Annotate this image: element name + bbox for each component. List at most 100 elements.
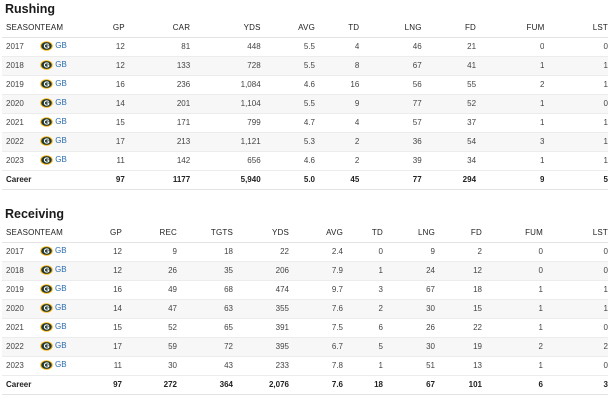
packers-logo-icon — [40, 340, 53, 351]
cell-avg: 7.8 — [289, 356, 343, 376]
cell-avg: 5.5 — [260, 56, 315, 76]
cell-fum: 1 — [482, 318, 543, 338]
career-cell-lst: 5 — [544, 170, 608, 190]
cell-avg: 4.6 — [260, 75, 315, 95]
cell-fd: 22 — [435, 318, 482, 338]
cell-lst: 0 — [543, 318, 608, 338]
cell-avg: 7.5 — [289, 318, 343, 338]
cell-lng: 39 — [359, 151, 422, 171]
cell-fum: 0 — [482, 261, 543, 281]
cell-lng: 36 — [359, 132, 422, 152]
cell-lng: 57 — [359, 113, 422, 133]
table-row: 2020 GB 14 201 1,104 5.5 9 77 52 1 0 — [2, 94, 608, 114]
team-link[interactable]: GB — [55, 303, 67, 312]
career-label: Career — [2, 375, 40, 395]
team-link[interactable]: GB — [55, 284, 67, 293]
packers-logo-icon — [40, 97, 53, 108]
team-link[interactable]: GB — [55, 155, 67, 164]
cell-fum: 1 — [482, 280, 543, 300]
cell-gp: 11 — [82, 356, 122, 376]
career-cell-td: 18 — [343, 375, 383, 395]
column-header-td[interactable]: TD — [315, 18, 360, 38]
table-row: 2022 GB 17 213 1,121 5.3 2 36 54 3 1 — [2, 132, 608, 152]
column-header-tgts[interactable]: TGTS — [177, 223, 233, 243]
receiving-section: Receiving SEASON TEAM GP REC TGTS YDS AVG TD LNG… — [0, 205, 610, 395]
team-link[interactable]: GB — [55, 98, 67, 107]
column-header-lst[interactable]: LST — [544, 18, 608, 38]
team-link[interactable]: GB — [55, 265, 67, 274]
team-cell: GB — [40, 337, 82, 357]
table-row: 2022 GB 17 59 72 395 6.7 5 30 19 2 2 — [2, 337, 608, 357]
cell-lng: 67 — [383, 280, 435, 300]
cell-gp: 14 — [82, 94, 125, 114]
cell-fd: 2 — [435, 242, 482, 262]
column-header-fum[interactable]: FUM — [482, 223, 543, 243]
cell-car: 81 — [124, 37, 191, 57]
column-header-fd[interactable]: FD — [421, 18, 477, 38]
cell-tgts: 18 — [177, 242, 233, 262]
team-cell: GB — [40, 75, 83, 95]
cell-gp: 12 — [82, 37, 125, 57]
column-header-gp[interactable]: GP — [82, 223, 122, 243]
column-header-avg[interactable]: AVG — [260, 18, 315, 38]
cell-fum: 2 — [482, 337, 543, 357]
cell-yds: 22 — [233, 242, 289, 262]
team-link[interactable]: GB — [55, 136, 67, 145]
column-header-team[interactable]: TEAM — [40, 223, 82, 243]
career-cell-avg: 5.0 — [260, 170, 315, 190]
column-header-fd[interactable]: FD — [435, 223, 482, 243]
column-header-yds[interactable]: YDS — [233, 223, 289, 243]
career-cell-avg: 7.6 — [289, 375, 343, 395]
cell-lst: 1 — [543, 299, 608, 319]
cell-td: 8 — [315, 56, 360, 76]
team-link[interactable]: GB — [55, 60, 67, 69]
column-header-gp[interactable]: GP — [82, 18, 125, 38]
team-link[interactable]: GB — [55, 41, 67, 50]
column-header-season[interactable]: SEASON — [2, 18, 41, 38]
column-header-car[interactable]: CAR — [124, 18, 191, 38]
column-header-fum[interactable]: FUM — [476, 18, 545, 38]
career-cell-lst: 3 — [543, 375, 608, 395]
column-header-yds[interactable]: YDS — [190, 18, 261, 38]
table-row: 2019 GB 16 236 1,084 4.6 16 56 55 2 1 — [2, 75, 608, 95]
team-cell: GB — [40, 280, 82, 300]
packers-logo-icon — [40, 283, 53, 294]
cell-rec: 9 — [122, 242, 177, 262]
cell-td: 6 — [343, 318, 383, 338]
column-header-lst[interactable]: LST — [543, 223, 608, 243]
column-header-rec[interactable]: REC — [122, 223, 177, 243]
cell-lng: 77 — [359, 94, 422, 114]
column-header-lng[interactable]: LNG — [383, 223, 435, 243]
cell-fd: 52 — [421, 94, 477, 114]
team-link[interactable]: GB — [55, 341, 67, 350]
cell-season: 2020 — [2, 94, 41, 114]
cell-td: 16 — [315, 75, 360, 95]
cell-gp: 16 — [82, 75, 125, 95]
cell-gp: 15 — [82, 113, 125, 133]
cell-tgts: 68 — [177, 280, 233, 300]
career-cell-fum: 9 — [476, 170, 545, 190]
cell-fd: 18 — [435, 280, 482, 300]
cell-fd: 54 — [421, 132, 477, 152]
team-link[interactable]: GB — [55, 246, 67, 255]
team-cell: GB — [40, 113, 83, 133]
cell-fum: 1 — [476, 56, 545, 76]
column-header-td[interactable]: TD — [343, 223, 383, 243]
career-row: Career 97 272 364 2,076 7.6 18 67 101 6 3 — [2, 375, 608, 395]
team-link[interactable]: GB — [55, 117, 67, 126]
packers-logo-icon — [40, 40, 53, 51]
cell-yds: 656 — [190, 151, 261, 171]
cell-lst: 1 — [544, 151, 608, 171]
column-header-avg[interactable]: AVG — [289, 223, 343, 243]
rushing-section: Rushing SEASON TEAM GP CAR YDS AVG TD LNG FD FUM L… — [0, 0, 610, 190]
packers-logo-icon — [40, 78, 53, 89]
team-link[interactable]: GB — [55, 360, 67, 369]
cell-lng: 26 — [383, 318, 435, 338]
team-link[interactable]: GB — [55, 79, 67, 88]
column-header-season[interactable]: SEASON — [2, 223, 40, 243]
career-label: Career — [2, 170, 41, 190]
cell-yds: 1,121 — [190, 132, 261, 152]
column-header-team[interactable]: TEAM — [40, 18, 83, 38]
column-header-lng[interactable]: LNG — [359, 18, 422, 38]
team-link[interactable]: GB — [55, 322, 67, 331]
